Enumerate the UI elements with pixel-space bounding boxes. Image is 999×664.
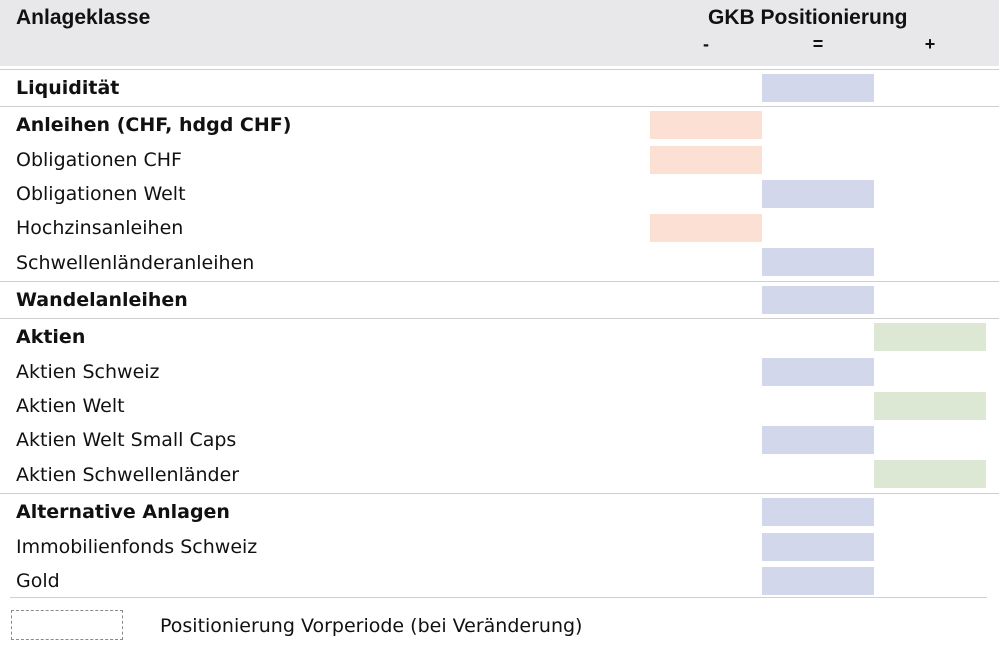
legend-label: Positionierung Vorperiode (bei Veränderu… (160, 615, 583, 637)
table-row: Hochzinsanleihen (0, 211, 999, 245)
row-label: Liquidität (16, 77, 120, 99)
position-marker (762, 358, 874, 386)
row-label: Alternative Anlagen (16, 501, 230, 523)
column-header-positionierung: GKB Positionierung (708, 6, 908, 29)
row-label: Immobilienfonds Schweiz (16, 536, 258, 558)
row-label: Wandelanleihen (16, 289, 188, 311)
table-row: Obligationen CHF (0, 143, 999, 177)
row-label: Obligationen CHF (16, 149, 182, 171)
table-row: Aktien Schwellenländer (0, 457, 999, 493)
column-header-anlageklasse: Anlageklasse (16, 6, 151, 29)
row-label: Anleihen (CHF, hdgd CHF) (16, 114, 292, 136)
table-row: Wandelanleihen (0, 281, 999, 318)
column-minus: - (703, 34, 709, 54)
column-neutral: = (812, 34, 824, 54)
position-marker (874, 460, 986, 488)
asset-class-table: Liquidität Anleihen (CHF, hdgd CHF) Obliga… (0, 69, 999, 598)
table-row: Aktien (0, 318, 999, 355)
row-label: Hochzinsanleihen (16, 217, 184, 239)
position-marker (874, 392, 986, 420)
position-marker (762, 74, 874, 102)
position-marker (762, 180, 874, 208)
position-marker (762, 248, 874, 276)
position-marker (762, 286, 874, 314)
position-marker (762, 533, 874, 561)
position-marker (650, 146, 762, 174)
table-row: Obligationen Welt (0, 177, 999, 211)
row-label: Schwellenländeranleihen (16, 252, 255, 274)
row-label: Aktien Welt Small Caps (16, 429, 237, 451)
position-marker (650, 111, 762, 139)
row-label: Aktien Welt (16, 395, 125, 417)
table-row: Aktien Schweiz (0, 355, 999, 389)
row-label: Aktien Schwellenländer (16, 464, 240, 486)
legend-dashed-box (11, 610, 123, 640)
table-header: Anlageklasse GKB Positionierung - = + (0, 0, 999, 66)
column-plus: + (924, 34, 936, 54)
divider (10, 597, 987, 598)
table-row: Liquidität (0, 69, 999, 106)
position-marker (762, 567, 874, 595)
table-row: Aktien Welt (0, 389, 999, 423)
row-label: Aktien Schweiz (16, 361, 160, 383)
table-row: Gold (0, 564, 999, 598)
position-marker (762, 498, 874, 526)
table-row: Anleihen (CHF, hdgd CHF) (0, 106, 999, 143)
position-marker (874, 323, 986, 351)
table-row: Schwellenländeranleihen (0, 245, 999, 281)
table-row: Alternative Anlagen (0, 493, 999, 530)
row-label: Gold (16, 570, 60, 592)
position-marker (762, 426, 874, 454)
table-row: Immobilienfonds Schweiz (0, 530, 999, 564)
row-label: Aktien (16, 326, 86, 348)
table-row: Aktien Welt Small Caps (0, 423, 999, 457)
row-label: Obligationen Welt (16, 183, 186, 205)
position-marker (650, 214, 762, 242)
